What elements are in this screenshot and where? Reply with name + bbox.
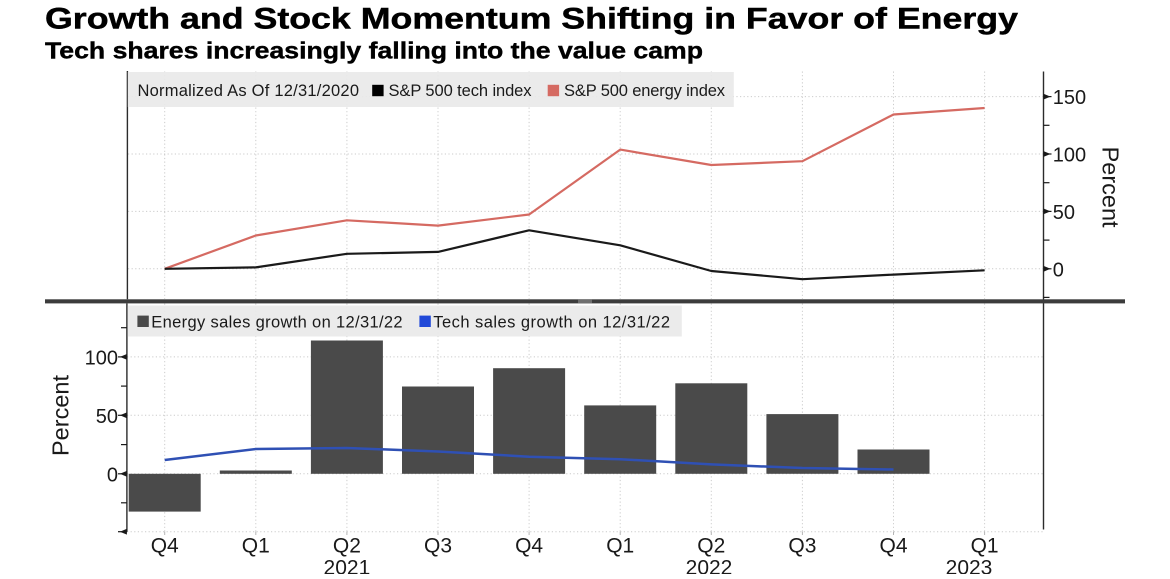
svg-text:Q1: Q1 — [971, 534, 999, 557]
svg-text:Q3: Q3 — [788, 534, 816, 557]
svg-text:100: 100 — [1053, 145, 1086, 167]
svg-text:Q1: Q1 — [606, 534, 634, 557]
svg-text:Percent: Percent — [1098, 147, 1124, 228]
svg-text:Q4: Q4 — [879, 534, 907, 557]
svg-text:Q4: Q4 — [515, 534, 543, 557]
svg-text:2021: 2021 — [324, 557, 371, 575]
svg-text:50: 50 — [96, 406, 118, 428]
svg-text:Normalized As Of 12/31/2020: Normalized As Of 12/31/2020 — [138, 82, 360, 100]
svg-text:S&P 500 energy index: S&P 500 energy index — [564, 82, 726, 100]
svg-text:S&P 500 tech index: S&P 500 tech index — [389, 82, 533, 100]
svg-text:100: 100 — [85, 347, 118, 369]
svg-text:Q2: Q2 — [333, 534, 361, 557]
svg-text:2023: 2023 — [946, 557, 993, 575]
svg-text:150: 150 — [1053, 87, 1086, 109]
svg-text:Energy sales growth on 12/31/2: Energy sales growth on 12/31/22 — [151, 313, 402, 331]
svg-text:Tech shares increasingly falli: Tech shares increasingly falling into th… — [45, 38, 703, 64]
svg-text:Q3: Q3 — [424, 534, 452, 557]
svg-text:Q1: Q1 — [242, 534, 270, 557]
svg-text:Growth and Stock Momentum Shif: Growth and Stock Momentum Shifting in Fa… — [45, 3, 1019, 35]
svg-text:Tech sales growth on 12/31/22: Tech sales growth on 12/31/22 — [433, 313, 670, 331]
svg-text:0: 0 — [107, 464, 118, 486]
svg-text:Percent: Percent — [47, 375, 73, 456]
svg-text:50: 50 — [1053, 202, 1075, 224]
svg-text:0: 0 — [1053, 259, 1064, 281]
svg-text:Q4: Q4 — [151, 534, 179, 557]
svg-text:2022: 2022 — [686, 557, 733, 575]
svg-text:Q2: Q2 — [697, 534, 725, 557]
